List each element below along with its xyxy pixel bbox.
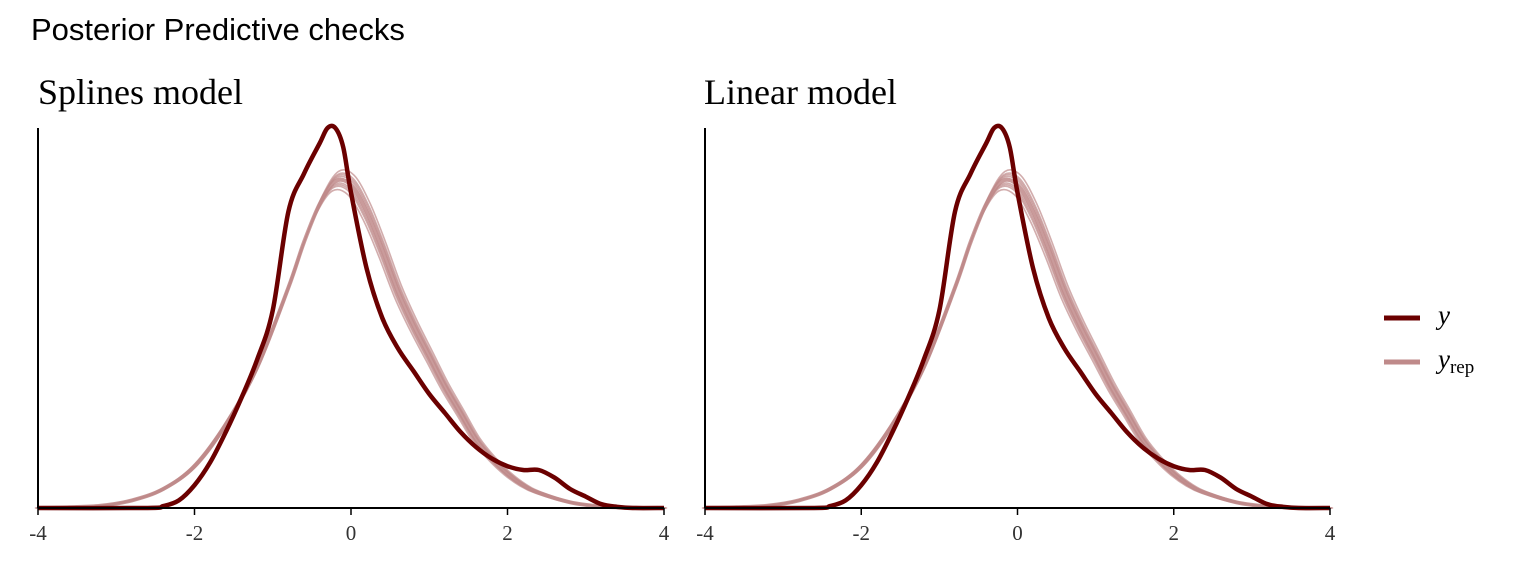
replicated-density-line — [701, 188, 1327, 509]
splines-model-panel: Splines model -4 -2 0 2 4 — [29, 72, 670, 545]
x-tick-label: -2 — [853, 521, 871, 545]
series-observed — [704, 123, 1331, 511]
axis-layer: -4 -2 0 2 4 — [696, 128, 1336, 545]
legend-label-observed: y — [1435, 300, 1450, 330]
legend-item-replicated: yrep — [1384, 344, 1474, 378]
legend-label-replicated-symbol: y — [1435, 344, 1450, 374]
replicated-density-line — [702, 185, 1328, 509]
replicated-density-line — [706, 173, 1332, 509]
panel-title: Splines model — [38, 72, 243, 112]
replicated-density-line — [707, 172, 1333, 509]
replicated-density-line — [35, 185, 662, 509]
series-observed — [37, 123, 665, 511]
legend-item-observed: y — [1384, 300, 1450, 330]
x-tick-label: -4 — [29, 521, 47, 545]
legend: y yrep — [1384, 300, 1474, 378]
panel-title: Linear model — [704, 72, 897, 112]
replicated-density-line — [703, 183, 1329, 509]
series-layer — [701, 123, 1334, 511]
series-layer — [34, 123, 668, 511]
figure-title: Posterior Predictive checks — [31, 12, 405, 47]
linear-model-panel: Linear model -4 -2 0 2 4 — [696, 72, 1336, 545]
x-tick-label: 2 — [502, 521, 513, 545]
x-tick-label: 0 — [1012, 521, 1023, 545]
axis-layer: -4 -2 0 2 4 — [29, 128, 670, 545]
replicated-density-line — [37, 177, 665, 510]
series-replicated — [34, 169, 668, 510]
replicated-density-line — [703, 182, 1329, 509]
x-tick-label: -2 — [186, 521, 204, 545]
replicated-density-line — [704, 177, 1331, 510]
replicated-density-line — [36, 183, 663, 509]
replicated-density-line — [706, 175, 1332, 509]
replicated-density-line — [36, 182, 663, 509]
replicated-density-line — [39, 173, 666, 509]
replicated-density-line — [39, 175, 666, 509]
legend-label-replicated: yrep — [1435, 344, 1474, 378]
x-tick-label: 4 — [659, 521, 670, 545]
observed-density-line — [37, 123, 665, 511]
observed-density-line — [704, 123, 1331, 511]
x-tick-label: 0 — [346, 521, 357, 545]
replicated-density-line — [34, 188, 661, 509]
legend-label-replicated-subscript: rep — [1450, 357, 1474, 378]
x-tick-label: -4 — [696, 521, 714, 545]
x-tick-label: 4 — [1325, 521, 1336, 545]
replicated-density-line — [40, 172, 667, 509]
series-replicated — [701, 169, 1334, 510]
x-tick-label: 2 — [1169, 521, 1180, 545]
